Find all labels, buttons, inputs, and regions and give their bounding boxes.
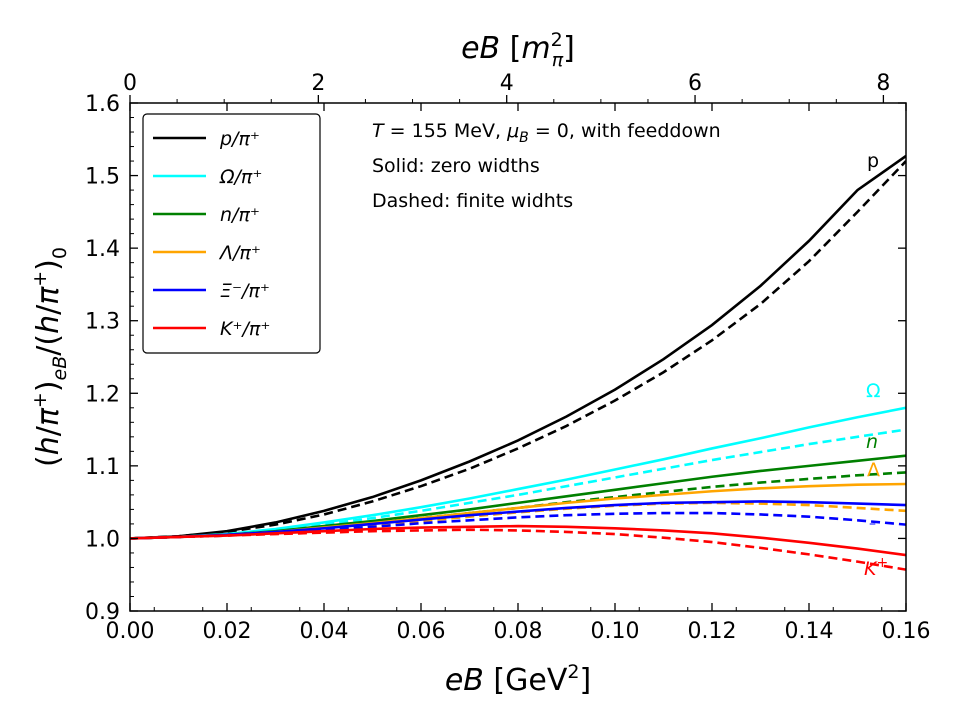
annotation-solid: Solid: zero widths xyxy=(372,155,540,177)
x-axis-title-top: eB [m2 π] xyxy=(461,29,575,71)
series-solid-5 xyxy=(130,524,906,557)
end-label-kaon: K+ xyxy=(864,555,888,580)
y-tick-label: 0.9 xyxy=(85,600,120,625)
annotation-conditions: T = 155 MeV, μB = 0, with feeddown xyxy=(372,120,721,146)
legend-box xyxy=(142,113,321,354)
x-tick-label: 0.06 xyxy=(397,619,446,644)
end-label-xi: – xyxy=(869,516,876,532)
end-label-omega: Ω xyxy=(866,380,881,402)
legend-label: Ξ⁻/π⁺ xyxy=(220,280,270,302)
y-tick-label: 1.0 xyxy=(85,527,120,552)
y-axis-title: (h/π+)eB/(h/π+)0 xyxy=(29,247,71,467)
top-tick-label: 6 xyxy=(688,71,702,96)
legend-label: n/π⁺ xyxy=(220,204,260,226)
annotation-dashed: Dashed: finite widhts xyxy=(372,190,573,212)
annotation-block: T = 155 MeV, μB = 0, with feeddown Solid… xyxy=(372,120,721,212)
y-tick-label: 1.5 xyxy=(85,165,120,190)
series-solid-0 xyxy=(130,154,906,540)
end-label-n: n xyxy=(866,431,878,453)
top-tick-label: 4 xyxy=(500,71,514,96)
series-dashed-0 xyxy=(130,160,906,540)
x-tick-label: 0.12 xyxy=(688,619,737,644)
x-tick-label: 0.02 xyxy=(203,619,252,644)
legend-label: Λ/π⁺ xyxy=(218,242,261,264)
ticks-layer: 0.00 0.02 0.04 0.06 0.08 0.10 0.12 0.14 0.16 0.9 1… xyxy=(85,71,930,644)
x-tick-label: 0.14 xyxy=(785,619,834,644)
y-tick-label: 1.1 xyxy=(85,455,120,480)
x-axis-title-bottom: eB [GeV2] xyxy=(445,661,591,698)
top-tick-label: 0 xyxy=(123,71,137,96)
legend: p/π⁺ Ω/π⁺ n/π⁺ Λ/π⁺ Ξ⁻/π⁺ K⁺/π⁺ xyxy=(142,113,321,354)
series-dashed-1 xyxy=(130,428,906,540)
top-tick-label: 8 xyxy=(876,71,890,96)
end-label-p: p xyxy=(867,150,879,172)
legend-label: p/π⁺ xyxy=(219,128,260,150)
legend-label: K⁺/π⁺ xyxy=(220,318,270,340)
end-labels: p Ω n Λ – K+ xyxy=(864,150,888,580)
x-tick-label: 0.04 xyxy=(300,619,349,644)
y-tick-label: 1.3 xyxy=(85,310,120,335)
top-tick-label: 2 xyxy=(311,71,325,96)
legend-label: Ω/π⁺ xyxy=(219,166,262,188)
y-tick-label: 1.2 xyxy=(85,382,120,407)
x-tick-label: 0.10 xyxy=(591,619,640,644)
x-tick-label: 0.08 xyxy=(494,619,543,644)
series-layer xyxy=(130,154,906,571)
y-tick-label: 1.4 xyxy=(85,237,120,262)
x-tick-label: 0.16 xyxy=(882,619,931,644)
series-solid-1 xyxy=(130,406,906,540)
x-tick-label: 0.00 xyxy=(106,619,155,644)
end-label-lambda: Λ xyxy=(867,459,880,481)
y-tick-label: 1.6 xyxy=(85,92,120,117)
